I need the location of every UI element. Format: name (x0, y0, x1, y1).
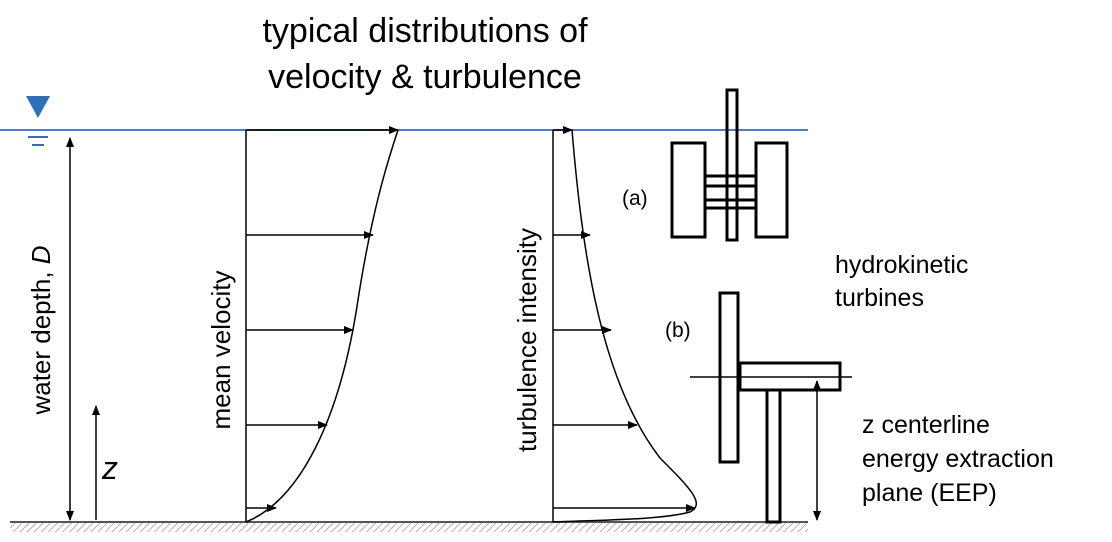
turbines-caption: hydrokinetic (835, 251, 968, 279)
depth-variable: D (26, 245, 56, 264)
depth-label: water depth, D (26, 245, 56, 415)
bed-hatch (10, 522, 808, 532)
velocity-label: mean velocity (206, 271, 236, 430)
depth-text: water depth, (26, 264, 56, 415)
velocity-profile (245, 126, 399, 523)
eep-label: energy extraction (862, 445, 1054, 473)
turbulence-profile (552, 126, 697, 523)
title: typical distributions of (262, 12, 588, 50)
turbulence-label: turbulence intensity (512, 228, 542, 452)
surface-symbol (26, 96, 50, 118)
turbine-a-label: (a) (622, 187, 648, 210)
eep-label: z centerline (862, 411, 990, 439)
turbine-b (690, 291, 852, 524)
turbine-a (670, 88, 789, 242)
z-label: z (101, 450, 118, 486)
turbine-b-label: (b) (665, 319, 691, 342)
title: velocity & turbulence (268, 58, 582, 96)
turbines-caption: turbines (835, 284, 924, 312)
eep-label: plane (EEP) (862, 479, 997, 507)
